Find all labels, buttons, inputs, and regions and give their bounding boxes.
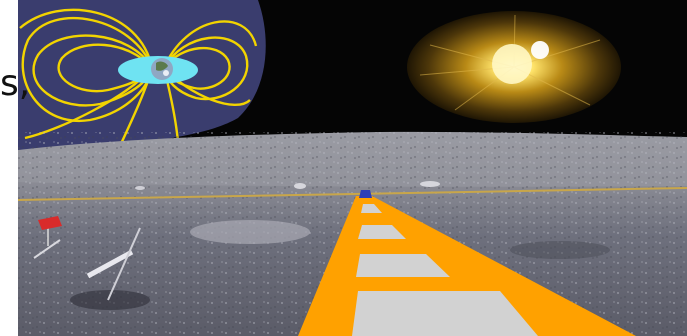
- slide-text-fragment: s,: [0, 63, 31, 104]
- horizon-line: [17, 187, 687, 201]
- sun-icon: [407, 11, 621, 123]
- orange-ladder-path: [298, 190, 636, 336]
- flag-icon: [38, 216, 62, 246]
- earth-icon: [151, 58, 173, 80]
- apollo-equipment: [33, 227, 141, 301]
- magnetosphere-illustration: [18, 0, 266, 150]
